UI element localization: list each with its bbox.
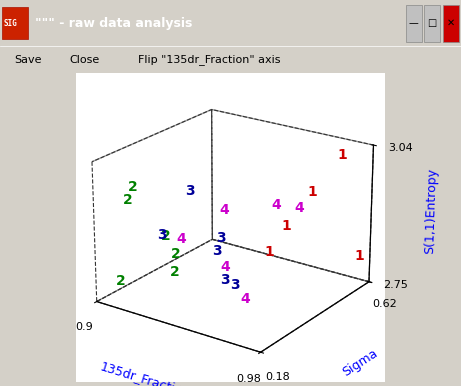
Text: Close: Close bbox=[69, 55, 100, 65]
Y-axis label: Sigma: Sigma bbox=[340, 346, 380, 379]
Text: —: — bbox=[409, 18, 419, 28]
Bar bbox=[443, 5, 459, 42]
Bar bbox=[424, 5, 440, 42]
Text: Save: Save bbox=[14, 55, 41, 65]
Text: □: □ bbox=[427, 18, 437, 28]
Bar bbox=[406, 5, 422, 42]
Text: Flip "135dr_Fraction" axis: Flip "135dr_Fraction" axis bbox=[138, 54, 281, 65]
Text: """ - raw data analysis: """ - raw data analysis bbox=[35, 17, 192, 30]
Text: SIG: SIG bbox=[4, 19, 18, 28]
Bar bbox=[2, 7, 28, 39]
Text: ✕: ✕ bbox=[447, 18, 455, 28]
X-axis label: 135dr_Fraction: 135dr_Fraction bbox=[99, 360, 192, 386]
